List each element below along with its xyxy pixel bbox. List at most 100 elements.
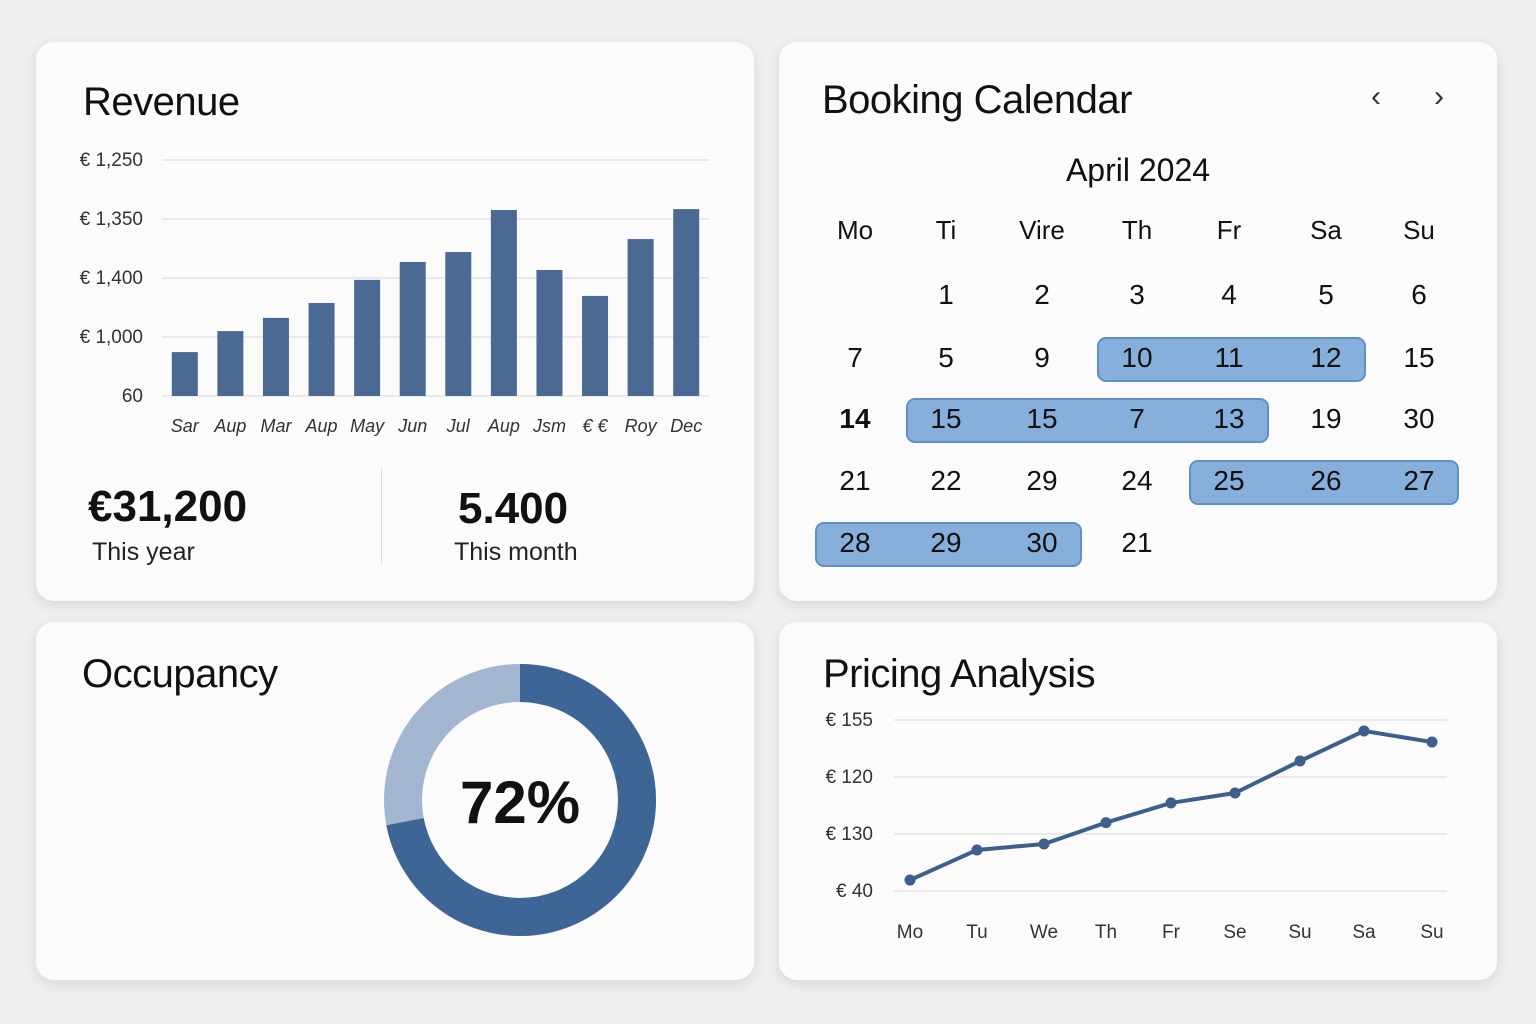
- calendar-day[interactable]: 30: [1403, 403, 1435, 434]
- calendar-day[interactable]: 7: [1129, 403, 1145, 434]
- calendar-day[interactable]: 25: [1213, 465, 1245, 496]
- revenue-month-label: This month: [454, 538, 578, 566]
- calendar-day[interactable]: 13: [1213, 403, 1245, 434]
- calendar-day[interactable]: 19: [1310, 403, 1342, 434]
- x-tick-label: Jsm: [532, 416, 566, 436]
- revenue-card: Revenue 60 € 1,000 € 1,400 € 1,350 € 1,250 Sa…: [36, 42, 754, 601]
- x-tick-label: € €: [583, 416, 609, 436]
- y-tick-label: € 1,400: [80, 268, 143, 289]
- calendar-day[interactable]: 3: [1129, 279, 1145, 310]
- weekday-label: Mo: [836, 215, 874, 245]
- x-tick-label: Aup: [305, 416, 338, 436]
- calendar-day[interactable]: 15: [930, 403, 962, 434]
- revenue-bar: [536, 269, 563, 396]
- price-point: [904, 874, 916, 886]
- weekday-label: Sa: [1310, 215, 1342, 245]
- y-tick-label: 60: [122, 386, 143, 407]
- calendar-day[interactable]: 29: [1026, 465, 1058, 496]
- divider: [381, 467, 382, 565]
- revenue-bar: [399, 261, 426, 396]
- x-tick-label: Sar: [171, 416, 200, 436]
- calendar-day[interactable]: 4: [1221, 279, 1237, 310]
- calendar-day[interactable]: 15: [1026, 403, 1058, 434]
- calendar-day[interactable]: 24: [1121, 465, 1153, 496]
- calendar-day[interactable]: 6: [1411, 279, 1427, 310]
- x-tick-label: Tu: [966, 922, 987, 943]
- calendar-day[interactable]: 30: [1026, 527, 1058, 558]
- x-tick-label: Jul: [446, 416, 471, 436]
- x-tick-label: Su: [1288, 922, 1311, 943]
- x-tick-label: Sa: [1352, 922, 1376, 943]
- calendar-day[interactable]: 12: [1310, 342, 1342, 373]
- revenue-bar: [217, 331, 244, 396]
- y-tick-label: € 130: [825, 824, 873, 845]
- pricing-analysis-card: Pricing Analysis € 40 € 130 € 120 € 155 Mo Tu…: [779, 622, 1497, 980]
- calendar-day[interactable]: 29: [930, 527, 962, 558]
- price-point: [971, 844, 983, 856]
- price-point: [1038, 838, 1050, 850]
- calendar-day[interactable]: 7: [847, 342, 863, 373]
- price-point: [1358, 725, 1370, 737]
- x-tick-label: Mar: [260, 416, 292, 436]
- calendar-day[interactable]: 9: [1034, 342, 1050, 373]
- calendar-day[interactable]: 10: [1121, 342, 1153, 373]
- pricing-title: Pricing Analysis: [823, 652, 1096, 696]
- booking-range[interactable]: [1189, 460, 1459, 505]
- occupancy-title: Occupancy: [82, 652, 278, 696]
- revenue-bar: [445, 252, 472, 396]
- booking-range[interactable]: [906, 398, 1269, 443]
- occupancy-filled-arc: [384, 664, 656, 936]
- calendar-day[interactable]: 1: [938, 279, 954, 310]
- revenue-bar: [627, 239, 654, 396]
- x-tick-label: Roy: [625, 416, 658, 436]
- x-tick-label: Th: [1095, 922, 1117, 943]
- price-point: [1426, 736, 1438, 748]
- price-point: [1229, 787, 1241, 799]
- booking-range[interactable]: [815, 522, 1082, 567]
- calendar-day[interactable]: 14: [839, 403, 871, 434]
- calendar-day[interactable]: 21: [839, 465, 871, 496]
- booking-range[interactable]: [1097, 337, 1366, 382]
- calendar-day[interactable]: 21: [1121, 527, 1153, 558]
- x-tick-label: Su: [1420, 922, 1443, 943]
- revenue-bar: [171, 352, 198, 396]
- calendar-day[interactable]: 2: [1034, 279, 1050, 310]
- calendar-title: Booking Calendar: [822, 78, 1133, 122]
- weekday-label: Fr: [1216, 215, 1242, 245]
- x-tick-label: Jun: [397, 416, 427, 436]
- weekday-label: Th: [1121, 215, 1153, 245]
- revenue-bar: [582, 295, 609, 396]
- revenue-bar: [262, 317, 289, 396]
- revenue-bar: [308, 303, 335, 396]
- pricing-line-chart: € 40 € 130 € 120 € 155 Mo Tu We Th Fr Se Su Sa Su: [825, 710, 1447, 943]
- calendar-day[interactable]: 22: [930, 465, 962, 496]
- calendar-day[interactable]: 27: [1403, 465, 1435, 496]
- occupancy-percentage: 72%: [459, 769, 581, 836]
- calendar-day[interactable]: 5: [1318, 279, 1334, 310]
- calendar-day[interactable]: 15: [1403, 342, 1435, 373]
- calendar-month-label: April 2024: [1065, 152, 1211, 188]
- revenue-bar: [490, 210, 517, 396]
- revenue-bar: [354, 279, 381, 396]
- weekday-label: Vire: [1019, 215, 1065, 245]
- revenue-month-value: 5.400: [458, 484, 569, 533]
- y-tick-label: € 1,350: [80, 209, 143, 230]
- calendar-day[interactable]: 26: [1310, 465, 1342, 496]
- y-tick-label: € 1,000: [80, 327, 143, 348]
- revenue-total-label: This year: [92, 538, 195, 566]
- next-month-button[interactable]: ›: [1434, 80, 1444, 113]
- prev-month-button[interactable]: ‹: [1371, 80, 1381, 113]
- revenue-bar-chart: 60 € 1,000 € 1,400 € 1,350 € 1,250 Sar Aup Mar A…: [80, 150, 709, 436]
- booking-calendar-card: Booking Calendar ‹ › April 2024 Mo Ti Vire…: [779, 42, 1497, 601]
- calendar-day[interactable]: 28: [839, 527, 871, 558]
- y-tick-label: € 40: [836, 881, 873, 902]
- occupancy-donut-chart: [384, 664, 656, 936]
- x-tick-label: Aup: [213, 416, 246, 436]
- calendar-day[interactable]: 11: [1214, 342, 1244, 373]
- x-tick-label: Fr: [1162, 922, 1181, 943]
- x-tick-label: Mo: [897, 922, 923, 943]
- x-tick-label: We: [1030, 922, 1058, 943]
- x-tick-label: May: [350, 416, 385, 436]
- calendar-day[interactable]: 5: [938, 342, 954, 373]
- price-point: [1294, 755, 1306, 767]
